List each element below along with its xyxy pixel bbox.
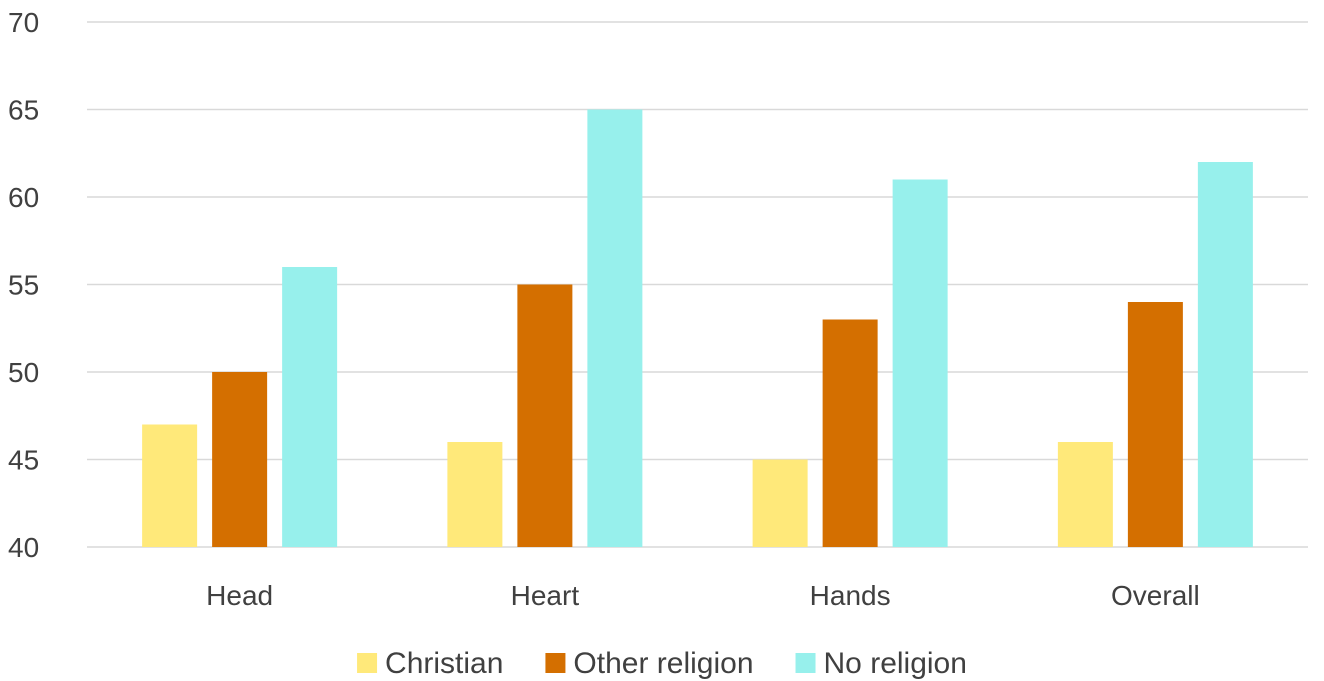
y-tick-label: 50 [8,357,39,388]
legend-label: Other religion [573,647,753,680]
bar-other-religion-hands [822,319,878,547]
bar-no-religion-head [282,267,338,547]
legend-swatch [795,653,816,673]
y-axis-tick-labels: 40 45 50 55 60 65 70 [8,7,39,563]
y-tick-label: 45 [8,445,39,476]
legend: Christian Other religion No religion [357,647,967,680]
x-category-label: Heart [511,580,580,611]
bars [142,109,1253,547]
bar-no-religion-hands [892,179,948,547]
x-axis-category-labels: Head Heart Hands Overall [206,580,1200,611]
bar-christian-heart [447,442,503,547]
bar-other-religion-head [212,372,268,547]
x-category-label: Head [206,580,273,611]
bar-other-religion-heart [517,284,573,547]
legend-label: No religion [824,647,967,680]
bar-other-religion-overall [1127,302,1183,547]
x-category-label: Overall [1111,580,1200,611]
x-category-label: Hands [810,580,891,611]
gridlines [87,21,1308,548]
legend-label: Christian [385,647,503,680]
bar-no-religion-overall [1197,162,1253,547]
y-tick-label: 60 [8,182,39,213]
bar-christian-overall [1057,442,1113,547]
bar-christian-head [142,424,198,547]
legend-swatch [545,653,566,673]
y-tick-label: 40 [8,532,39,563]
y-tick-label: 70 [8,7,39,38]
bar-no-religion-heart [587,109,643,547]
y-tick-label: 55 [8,270,39,301]
y-tick-label: 65 [8,95,39,126]
legend-swatch [357,653,378,673]
bar-christian-hands [752,459,808,547]
